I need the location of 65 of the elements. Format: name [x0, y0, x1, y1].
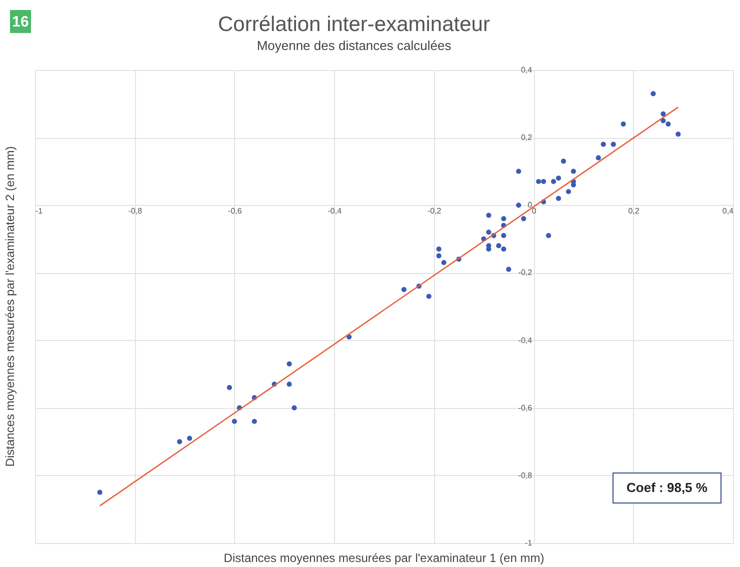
point	[252, 418, 257, 424]
point	[516, 202, 522, 208]
y-axis-title: Distances moyennes mesurées par l'examinateur 2 (en mm)	[3, 146, 17, 467]
point	[436, 246, 442, 252]
point	[501, 246, 506, 252]
point	[501, 216, 506, 222]
x-tick-label: -0,2	[427, 206, 442, 216]
point	[286, 382, 292, 387]
y-tick-label: 0,2	[520, 133, 533, 142]
point	[560, 158, 566, 164]
point	[441, 260, 446, 266]
x-tick-label: -0,8	[128, 206, 143, 216]
y-tick-label: 0	[528, 200, 533, 210]
point	[486, 246, 492, 252]
point	[546, 233, 552, 238]
point	[521, 216, 526, 222]
x-axis-title: Distances moyennes mesurées par l'examinateur 1 (en mm)	[224, 551, 544, 565]
point	[596, 155, 601, 160]
point	[486, 230, 492, 235]
point	[600, 142, 606, 147]
point	[540, 178, 546, 184]
point	[346, 334, 352, 340]
point	[676, 132, 681, 137]
chart-subtitle: Moyenne des distances calculées	[256, 38, 452, 53]
y-tick-label: -0,2	[518, 268, 533, 278]
point	[226, 385, 232, 390]
point	[496, 243, 502, 248]
point	[570, 168, 576, 174]
point	[292, 405, 297, 410]
x-tick-label: -1	[36, 206, 44, 216]
text: 16	[12, 14, 29, 30]
x-tick-label: 0,4	[722, 206, 734, 216]
point	[286, 361, 292, 366]
point	[187, 436, 192, 441]
point	[426, 294, 432, 299]
y-tick-label: -0,8	[518, 470, 533, 480]
point	[506, 266, 512, 272]
point	[566, 189, 572, 194]
y-tick-label: 0,4	[520, 66, 533, 74]
x-tick-label: -0,4	[328, 206, 342, 216]
point	[401, 287, 406, 292]
point	[556, 176, 562, 181]
y-tick-label: -0,6	[518, 403, 533, 412]
point	[536, 178, 542, 184]
point	[650, 91, 656, 96]
x-tick-label: 0,2	[628, 206, 640, 216]
point	[436, 253, 442, 258]
point	[550, 178, 556, 184]
annotation: Coef : 98,5 %	[626, 480, 708, 495]
point	[97, 490, 102, 495]
point	[610, 142, 616, 147]
point	[516, 168, 522, 174]
point	[660, 111, 666, 116]
point	[501, 233, 506, 238]
point	[177, 439, 182, 444]
point	[620, 122, 626, 127]
point	[660, 118, 666, 124]
point	[556, 196, 562, 201]
point	[486, 212, 492, 218]
y-tick-label: -0,4	[518, 336, 533, 345]
point	[232, 418, 237, 424]
x-tick-label: -0,6	[228, 206, 242, 216]
chart-title: Corrélation inter-examinateur	[218, 13, 490, 36]
point	[666, 122, 671, 127]
y-tick-label: -1	[524, 538, 533, 548]
